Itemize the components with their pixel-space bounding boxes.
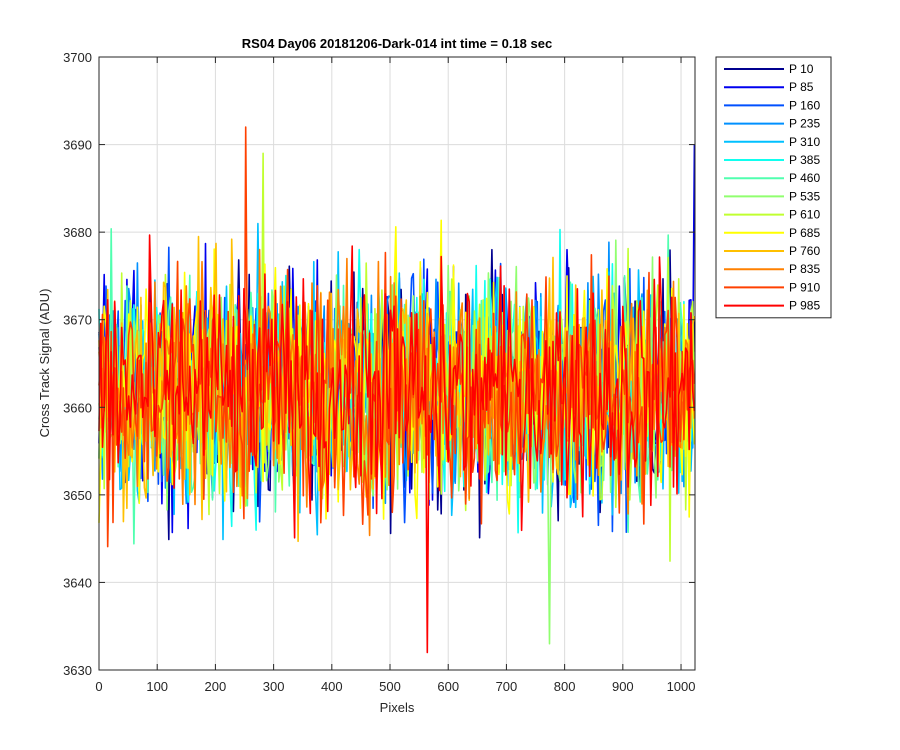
- legend-label: P 385: [789, 153, 820, 167]
- y-tick-label: 3690: [63, 138, 92, 153]
- x-tick-label: 900: [612, 679, 634, 694]
- x-tick-label: 400: [321, 679, 343, 694]
- legend-label: P 310: [789, 135, 820, 149]
- x-tick-label: 300: [263, 679, 285, 694]
- y-tick-label: 3660: [63, 400, 92, 415]
- x-axis-label: Pixels: [380, 700, 415, 715]
- plot-area-frame: [98, 56, 696, 671]
- legend-label: P 685: [789, 226, 820, 240]
- x-tick-label: 200: [205, 679, 227, 694]
- y-tick-label: 3680: [63, 225, 92, 240]
- chart-title: RS04 Day06 20181206-Dark-014 int time = …: [242, 36, 552, 51]
- x-tick-label: 1000: [667, 679, 696, 694]
- legend-label: P 985: [789, 299, 820, 313]
- legend-label: P 85: [789, 80, 814, 94]
- legend-label: P 10: [789, 62, 814, 76]
- legend: P 10 P 85 P 160 P 235 P 310 P 385 P 460 P 535 P …: [715, 56, 832, 319]
- legend-label: P 835: [789, 262, 820, 276]
- legend-label: P 760: [789, 244, 820, 258]
- axis-ticks: 0 100 200 300 400 500 600 700 800 900 1000 3630 3640…: [63, 50, 695, 694]
- y-tick-label: 3700: [63, 50, 92, 65]
- series-layer: [98, 126, 696, 654]
- x-tick-label: 500: [379, 679, 401, 694]
- x-tick-label: 100: [146, 679, 168, 694]
- y-tick-label: 3650: [63, 488, 92, 503]
- x-tick-label: 0: [95, 679, 102, 694]
- x-tick-label: 800: [554, 679, 576, 694]
- legend-label: P 910: [789, 280, 820, 294]
- legend-label: P 235: [789, 117, 820, 131]
- y-axis-label: Cross Track Signal (ADU): [37, 289, 52, 438]
- series-line-p985: [98, 234, 696, 654]
- x-tick-label: 600: [437, 679, 459, 694]
- y-tick-label: 3630: [63, 663, 92, 678]
- x-tick-label: 700: [496, 679, 518, 694]
- legend-label: P 610: [789, 208, 820, 222]
- legend-label: P 535: [789, 189, 820, 203]
- y-tick-label: 3670: [63, 313, 92, 328]
- y-tick-label: 3640: [63, 575, 92, 590]
- legend-label: P 460: [789, 171, 820, 185]
- legend-box: [715, 56, 832, 319]
- legend-label: P 160: [789, 98, 820, 112]
